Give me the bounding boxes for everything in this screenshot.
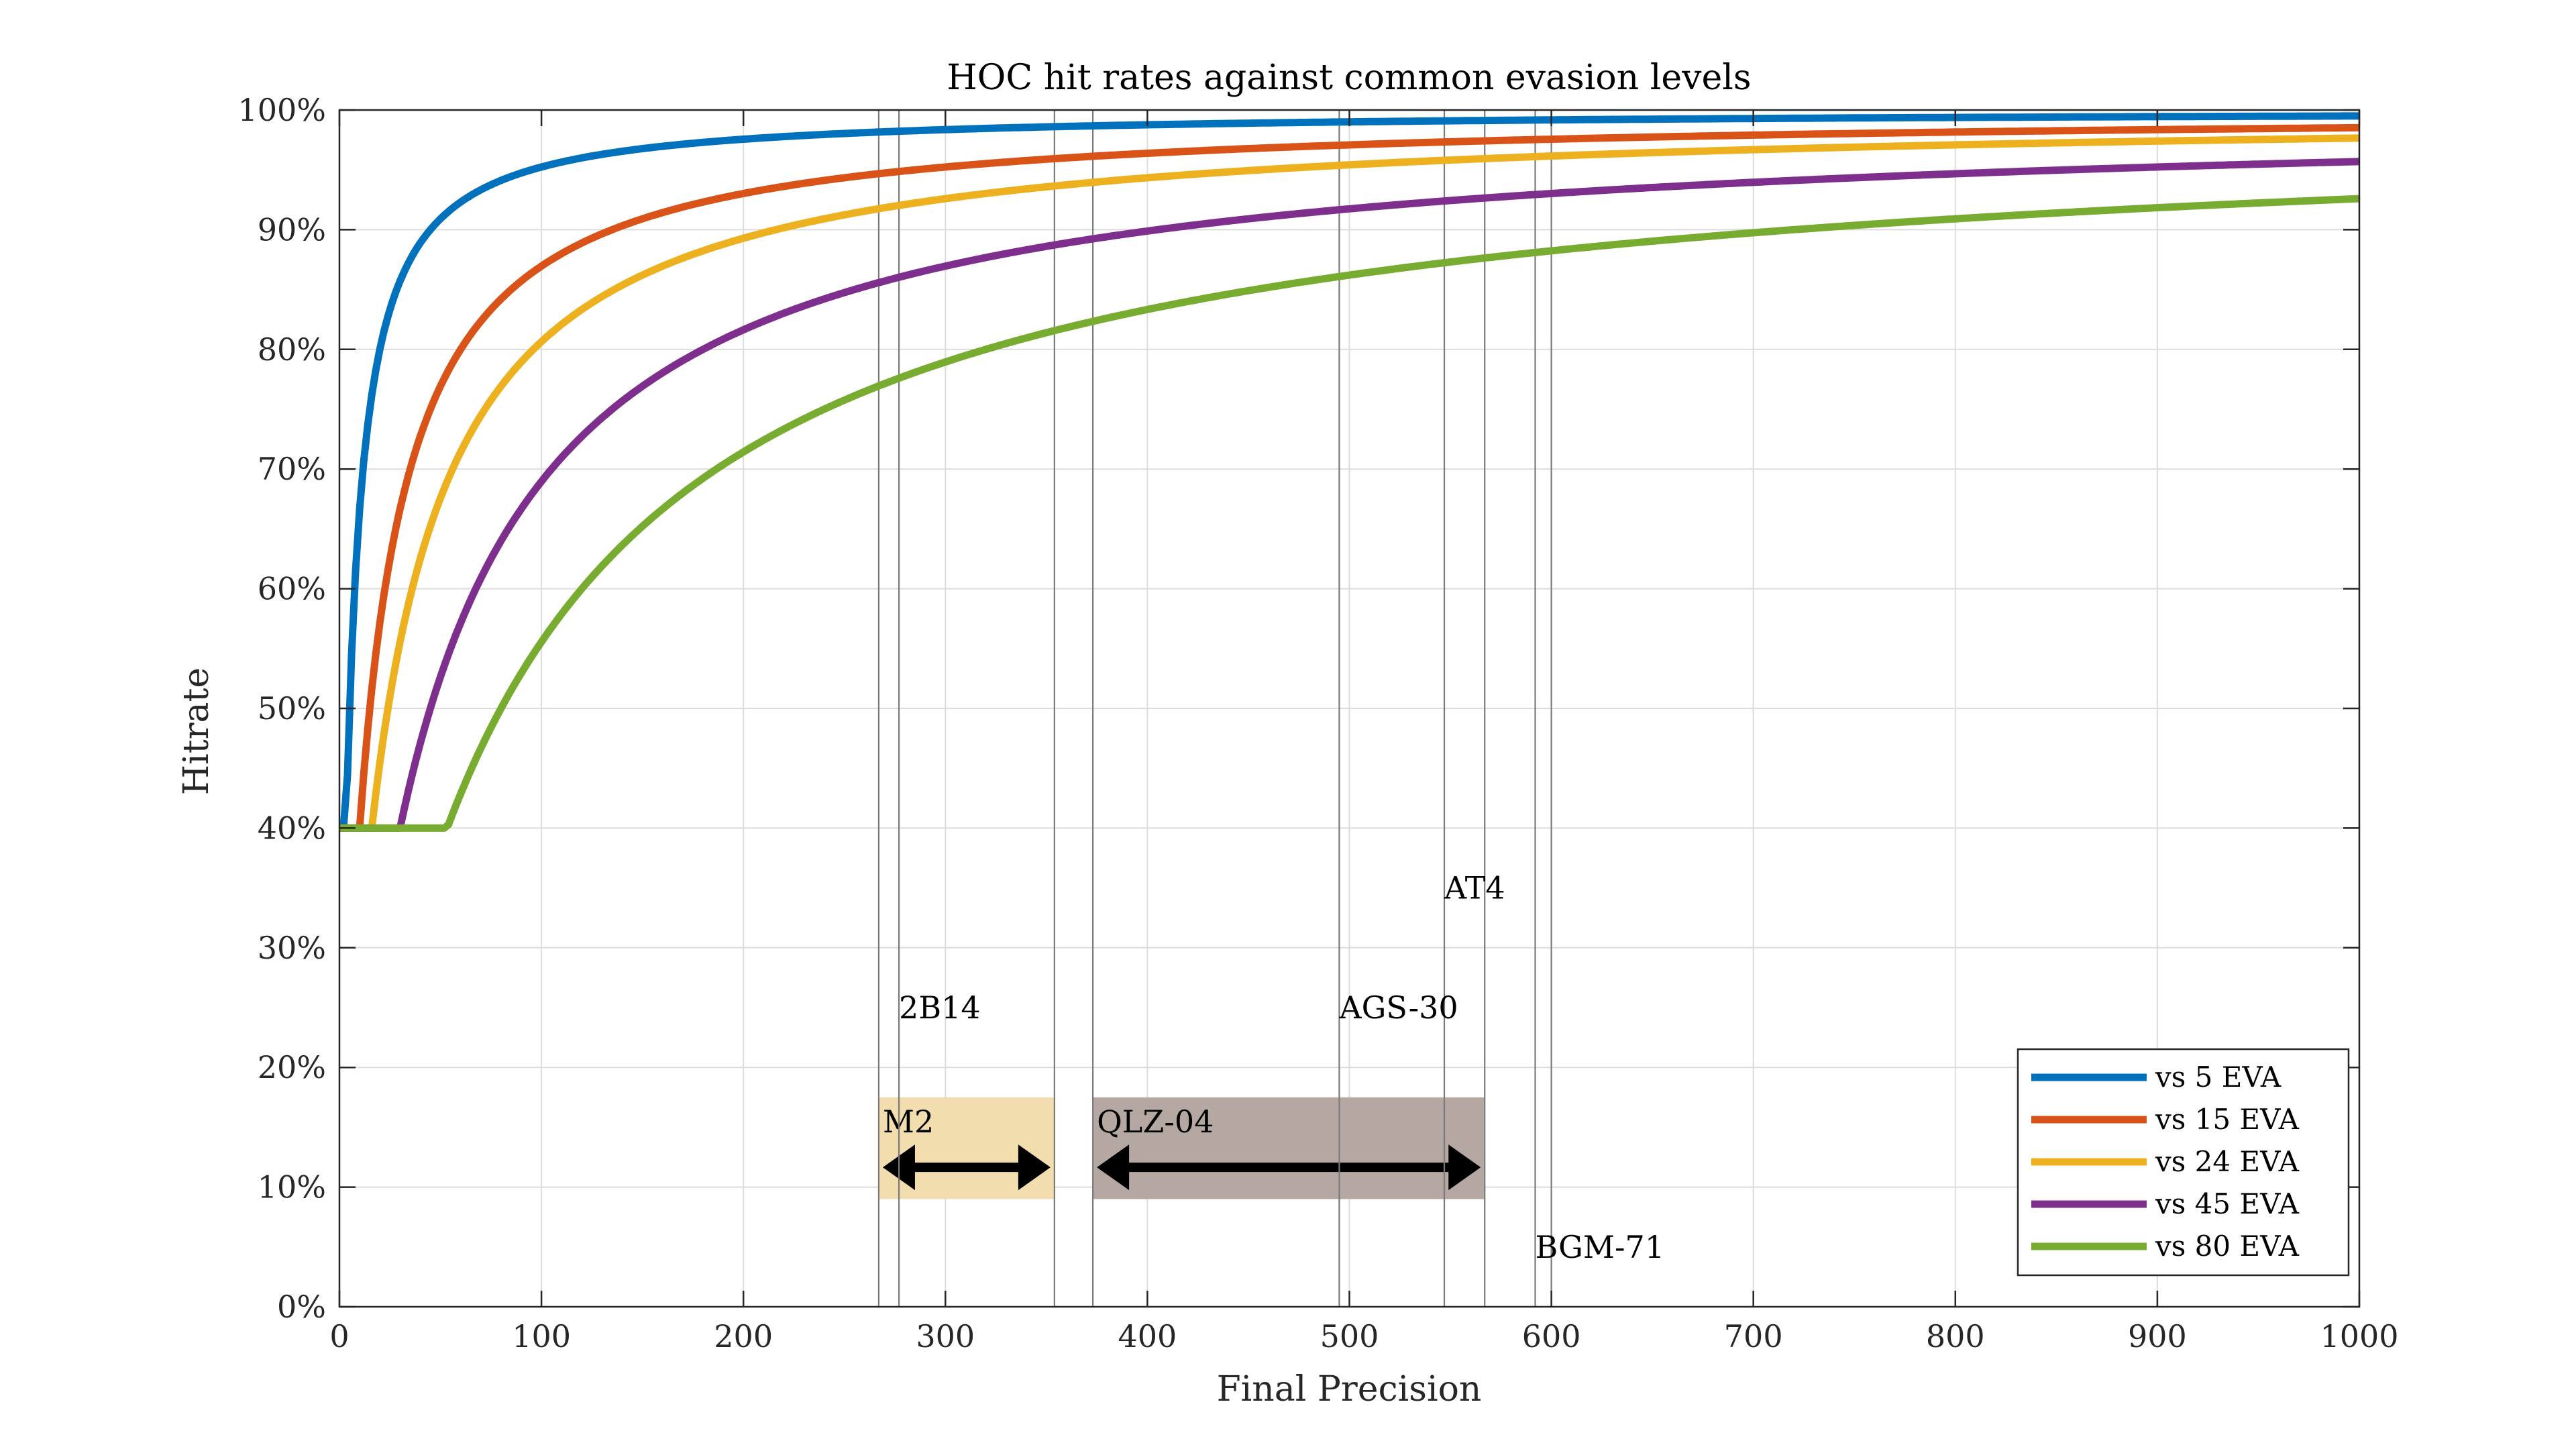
x-tick-label: 500 (1320, 1318, 1379, 1354)
legend-entry: vs 80 EVA (2155, 1230, 2300, 1263)
y-tick-label: 20% (258, 1049, 326, 1085)
x-tick-label: 1000 (2320, 1318, 2398, 1354)
legend-box (2017, 1048, 2350, 1277)
legend-entry: vs 24 EVA (2155, 1145, 2300, 1178)
y-tick-label: 80% (258, 331, 326, 368)
chart-title: HOC hit rates against common evasion lev… (947, 58, 1751, 98)
series-line (339, 158, 2360, 832)
y-axis-label: Hitrate (176, 667, 217, 795)
y-tick-label: 0% (277, 1289, 326, 1325)
x-tick-label: 600 (1522, 1318, 1581, 1354)
range-box (1093, 1097, 1485, 1199)
y-tick-label: 90% (258, 211, 326, 248)
series-line (339, 134, 2360, 832)
x-tick-label: 100 (512, 1318, 571, 1354)
legend-entry: vs 5 EVA (2155, 1061, 2282, 1093)
reference-lines (877, 110, 1552, 1307)
annotations: 2B14 AGS-30 AT4 BGM-71 (899, 870, 1664, 1265)
weapon-label: AGS-30 (1338, 989, 1458, 1026)
x-tick-label: 0 (329, 1318, 349, 1354)
x-tick-label: 200 (714, 1318, 773, 1354)
y-tick-label: 40% (258, 810, 326, 846)
weapon-label: 2B14 (899, 989, 981, 1026)
series-line (339, 123, 2359, 832)
x-tick-label: 700 (1724, 1318, 1783, 1354)
y-tick-label: 70% (258, 451, 326, 487)
x-tick-label: 300 (916, 1318, 975, 1354)
y-tick-label: 50% (258, 690, 326, 727)
range-label: QLZ-04 (1097, 1104, 1214, 1140)
weapon-label: BGM-71 (1536, 1229, 1665, 1265)
y-tick-label: 100% (237, 92, 326, 128)
x-axis-label: Final Precision (1217, 1369, 1482, 1409)
legend-entry: vs 45 EVA (2155, 1187, 2300, 1220)
legend-entry: vs 15 EVA (2155, 1103, 2300, 1136)
legend: vs 5 EVA vs 15 EVA vs 24 EVA vs 45 EVA vs 80… (2017, 1048, 2350, 1277)
y-tick-label: 60% (258, 571, 326, 607)
series-lines (339, 112, 2360, 832)
y-tick-label: 10% (258, 1169, 326, 1205)
range-boxes: M2 QLZ-04 (878, 1097, 1485, 1199)
x-tick-label: 800 (1926, 1318, 1985, 1354)
series-line (339, 195, 2360, 832)
range-arrow-right-head (1018, 1144, 1051, 1191)
weapon-label: AT4 (1444, 870, 1505, 906)
y-tick-label: 30% (258, 930, 326, 966)
axis-ticks: 0 100 200 300 400 500 600 700 800 900 1000 0% 10% 20%… (237, 92, 2398, 1354)
x-tick-label: 400 (1118, 1318, 1177, 1354)
x-tick-label: 900 (2128, 1318, 2187, 1354)
range-arrow-right-head (1448, 1144, 1481, 1191)
range-label: M2 (883, 1104, 934, 1140)
range-arrow-left-head (1097, 1144, 1130, 1191)
